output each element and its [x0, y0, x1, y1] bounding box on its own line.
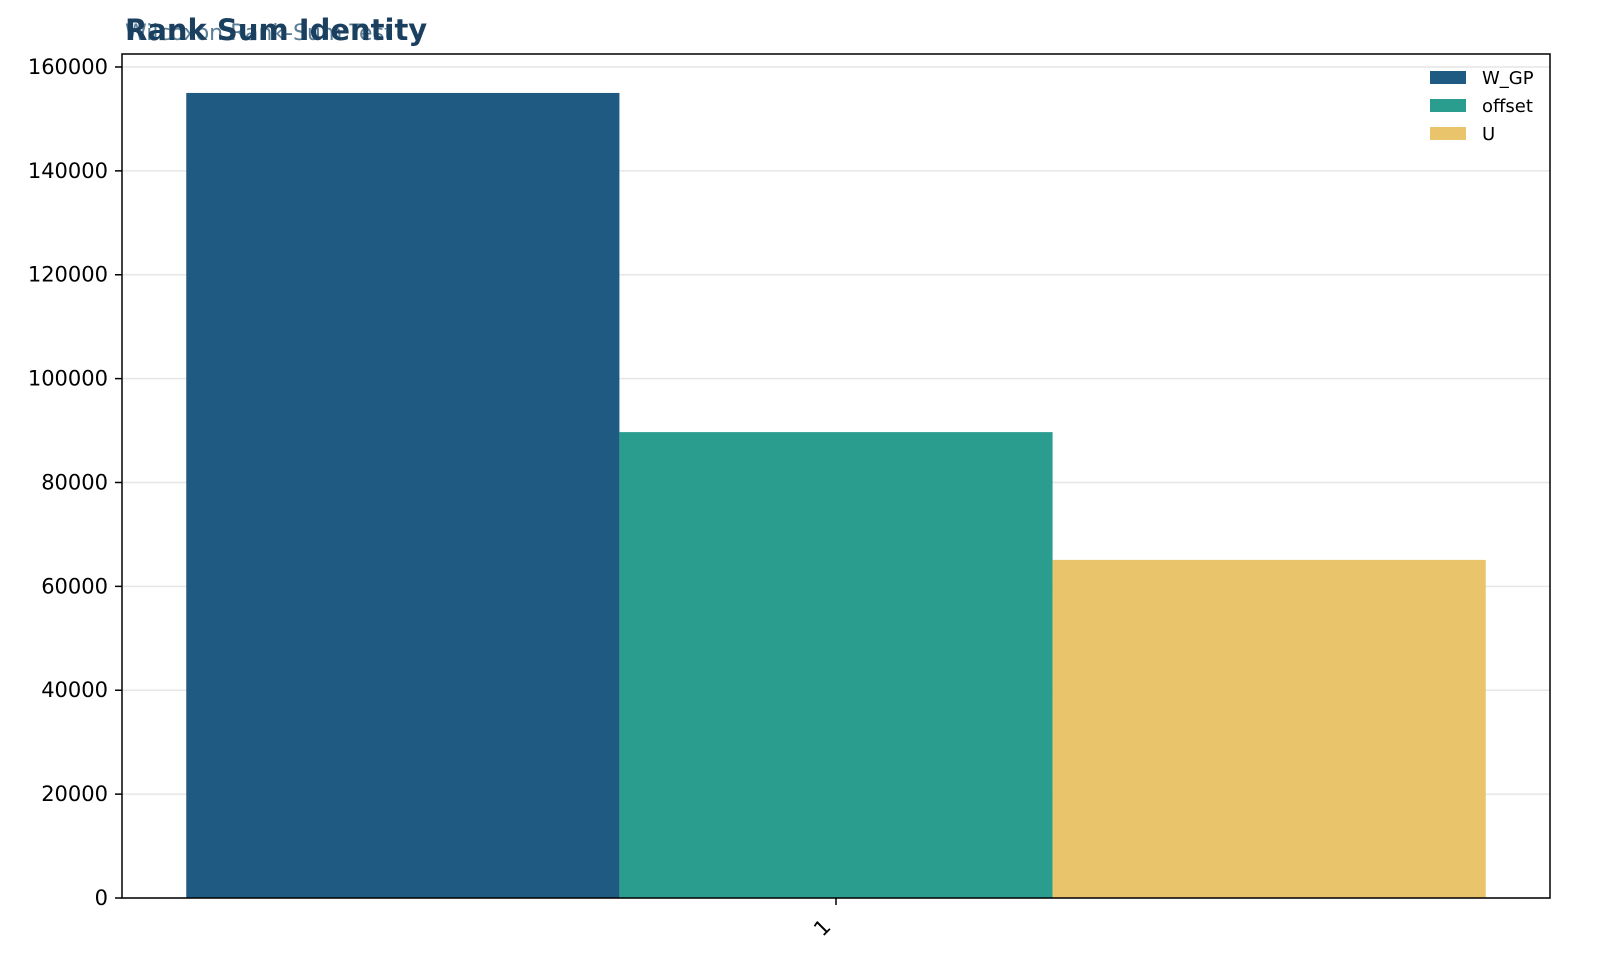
y-tick-label: 40000 — [41, 678, 108, 702]
bar-w-gp — [186, 92, 620, 898]
y-tick-label: 0 — [95, 886, 108, 910]
legend-label: U — [1482, 124, 1495, 145]
legend-swatch — [1430, 127, 1466, 140]
chart-subtitle: Wilcoxon Rank-Sum Test — [125, 21, 393, 46]
bars — [186, 92, 1486, 898]
legend-swatch — [1430, 99, 1466, 112]
y-tick-label: 100000 — [28, 367, 108, 391]
y-tick-label: 20000 — [41, 782, 108, 806]
y-tick-label: 140000 — [28, 159, 108, 183]
y-tick-label: 160000 — [28, 55, 108, 79]
chart-title: Rank Sum Identity — [125, 13, 427, 47]
bar-offset — [619, 432, 1053, 898]
x-tick-label: 1 — [809, 915, 835, 941]
y-axis: 0 20000 40000 60000 80000 100000 120000 140000 1… — [28, 55, 122, 910]
y-tick-label: 60000 — [41, 574, 108, 598]
legend-swatch — [1430, 71, 1466, 84]
legend-label: offset — [1482, 96, 1533, 117]
y-tick-label: 120000 — [28, 263, 108, 287]
bar-u — [1052, 559, 1486, 898]
y-tick-label: 80000 — [41, 470, 108, 494]
x-axis: 1 — [809, 898, 837, 941]
legend-label: W_GP — [1482, 68, 1534, 89]
